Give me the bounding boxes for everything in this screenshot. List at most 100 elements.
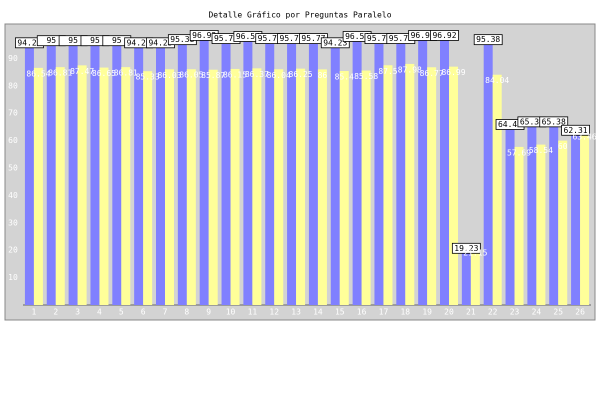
bar bbox=[265, 42, 275, 305]
x-tick-label: 25 bbox=[553, 308, 563, 317]
bar bbox=[68, 44, 78, 305]
bar bbox=[24, 46, 34, 305]
data-label: 58.54 bbox=[529, 146, 553, 155]
chart-title: Detalle Gráfico por Preguntas Paralelo bbox=[208, 11, 391, 20]
data-label: 86.81 bbox=[114, 69, 138, 78]
x-tick-label: 21 bbox=[466, 308, 476, 317]
bar bbox=[352, 40, 362, 305]
x-tick-label: 17 bbox=[379, 308, 389, 317]
x-tick-label: 8 bbox=[184, 308, 189, 317]
data-label: 96.92 bbox=[192, 31, 216, 40]
x-tick-label: 24 bbox=[532, 308, 542, 317]
data-label-box bbox=[539, 116, 569, 128]
data-label: 86.65 bbox=[92, 69, 116, 78]
bar bbox=[492, 74, 502, 305]
data-label: 86.15 bbox=[223, 70, 247, 79]
bar bbox=[571, 134, 581, 305]
bar bbox=[527, 125, 537, 306]
y-tick-label: 80 bbox=[8, 81, 18, 90]
y-tick-label: 40 bbox=[8, 191, 18, 200]
data-label: 95 bbox=[68, 36, 78, 45]
data-label: 85.4 bbox=[335, 73, 354, 82]
data-label: 95.77 bbox=[258, 34, 282, 43]
x-tick-label: 1 bbox=[32, 308, 37, 317]
data-label: 95 bbox=[90, 36, 100, 45]
data-label: 63.46 bbox=[573, 133, 597, 142]
bar bbox=[339, 71, 349, 305]
data-label: 84.04 bbox=[485, 76, 509, 85]
bar bbox=[208, 69, 218, 305]
x-tick-label: 3 bbox=[75, 308, 80, 317]
data-label: 64.42 bbox=[498, 120, 522, 129]
data-label: 95.77 bbox=[280, 34, 304, 43]
x-tick-label: 6 bbox=[141, 308, 146, 317]
bar bbox=[374, 42, 384, 305]
data-label-box bbox=[320, 37, 350, 49]
data-label: 86.03 bbox=[157, 71, 181, 80]
bar bbox=[230, 68, 240, 305]
data-label: 87.5 bbox=[378, 67, 397, 76]
data-label: 57.69 bbox=[507, 148, 531, 157]
x-tick-label: 16 bbox=[357, 308, 367, 317]
data-label: 86.99 bbox=[441, 68, 465, 77]
x-tick-label: 11 bbox=[248, 308, 258, 317]
bar bbox=[99, 67, 109, 305]
bar bbox=[558, 140, 568, 305]
x-tick-label: 4 bbox=[97, 308, 102, 317]
data-label: 86.81 bbox=[48, 69, 72, 78]
bar bbox=[134, 46, 144, 305]
bar bbox=[549, 125, 559, 306]
data-label: 96.54 bbox=[236, 32, 260, 41]
bar bbox=[296, 68, 306, 305]
data-label: 96.92 bbox=[432, 31, 456, 40]
bar bbox=[440, 39, 449, 305]
data-label-box bbox=[561, 124, 590, 136]
x-tick-label: 22 bbox=[488, 308, 498, 317]
bar bbox=[317, 69, 327, 305]
bar bbox=[112, 44, 122, 305]
y-tick-label: 20 bbox=[8, 246, 18, 255]
data-label: 85.58 bbox=[354, 72, 378, 81]
data-label: 86.25 bbox=[289, 70, 313, 79]
y-tick-label: 30 bbox=[8, 218, 18, 227]
x-tick-label: 13 bbox=[291, 308, 301, 317]
data-label: 95.38 bbox=[170, 35, 194, 44]
bar bbox=[221, 42, 231, 305]
data-label-box bbox=[473, 34, 503, 46]
data-label: 86.77 bbox=[420, 69, 444, 78]
x-tick-label: 23 bbox=[510, 308, 520, 317]
bar bbox=[287, 42, 297, 305]
bar bbox=[427, 67, 437, 305]
x-tick-label: 7 bbox=[163, 308, 168, 317]
data-label: 86 bbox=[318, 71, 328, 80]
y-tick-label: 70 bbox=[8, 109, 18, 118]
data-label: 21.15 bbox=[463, 249, 487, 258]
x-tick-label: 9 bbox=[206, 308, 211, 317]
data-label: 96.54 bbox=[345, 32, 369, 41]
data-label: 86.54 bbox=[26, 69, 50, 78]
x-tick-label: 12 bbox=[269, 308, 279, 317]
bar bbox=[165, 69, 174, 305]
bar bbox=[55, 67, 65, 306]
bar bbox=[383, 65, 393, 305]
data-label-box bbox=[430, 30, 459, 41]
y-tick-label: 90 bbox=[8, 54, 18, 63]
bar bbox=[449, 66, 458, 305]
data-label: 19.23 bbox=[454, 244, 478, 253]
bar bbox=[308, 42, 318, 305]
y-tick-label: 60 bbox=[8, 136, 18, 145]
bar bbox=[143, 71, 153, 305]
bar bbox=[274, 69, 284, 305]
data-label: 95 bbox=[112, 36, 122, 45]
data-label: 95.77 bbox=[301, 34, 325, 43]
bar bbox=[470, 247, 480, 305]
bar bbox=[121, 67, 131, 306]
data-label: 65.38 bbox=[542, 117, 566, 126]
y-tick-label: 50 bbox=[8, 164, 18, 173]
data-label: 62.31 bbox=[564, 126, 588, 135]
data-label: 95 bbox=[46, 36, 56, 45]
data-label: 94.23 bbox=[323, 38, 347, 47]
bar bbox=[90, 44, 100, 305]
data-label: 86.37 bbox=[245, 70, 269, 79]
